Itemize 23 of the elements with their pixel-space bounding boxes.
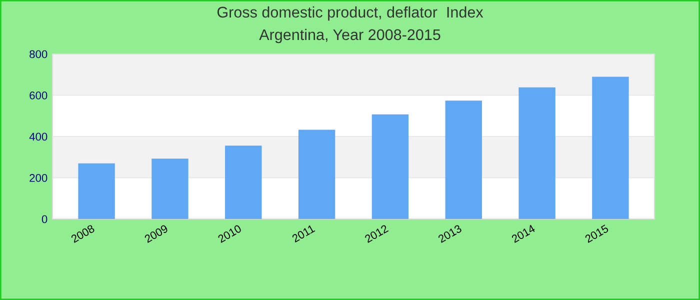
y-tick-label: 600 <box>30 92 48 100</box>
bar <box>445 100 482 219</box>
x-tick-label: 2009 <box>144 224 168 244</box>
y-tick-label: 800 <box>30 50 48 58</box>
bar <box>592 76 629 219</box>
x-tick-label: 2010 <box>217 224 242 244</box>
x-tick-label: 2012 <box>364 224 389 244</box>
x-tick-label: 2011 <box>292 224 316 243</box>
x-tick-label: 2014 <box>511 224 536 244</box>
bar <box>298 130 336 219</box>
bar <box>225 146 262 219</box>
x-tick-label: 2008 <box>70 224 96 244</box>
bar <box>152 158 188 219</box>
chart-subtitle: Argentina, Year 2008-2015 <box>259 28 440 44</box>
bar <box>372 114 409 219</box>
x-tick-label: 2013 <box>438 224 462 244</box>
y-tick-label: 400 <box>29 132 48 141</box>
y-tick-label: 200 <box>30 174 48 182</box>
x-tick-label: 2015 <box>584 224 609 244</box>
y-tick-label: 0 <box>42 215 48 224</box>
bar <box>518 87 556 219</box>
bar <box>78 163 115 219</box>
chart-title: Gross domestic product, deflator Index <box>217 6 484 21</box>
